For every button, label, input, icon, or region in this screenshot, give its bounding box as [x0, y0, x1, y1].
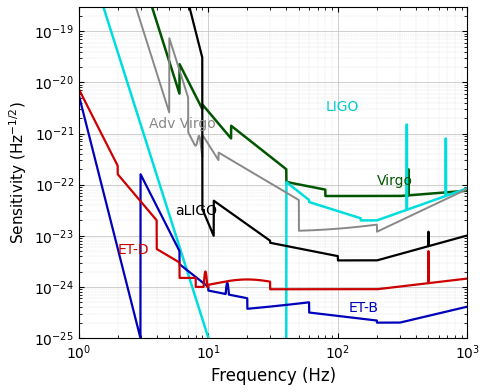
Text: Adv Virgo: Adv Virgo: [149, 117, 216, 131]
Text: LIGO: LIGO: [325, 100, 359, 114]
X-axis label: Frequency (Hz): Frequency (Hz): [210, 367, 336, 385]
Text: aLIGO: aLIGO: [175, 205, 217, 218]
Y-axis label: Sensitivity (Hz$^{-1/2}$): Sensitivity (Hz$^{-1/2}$): [7, 101, 29, 244]
Text: ET-D: ET-D: [118, 243, 150, 256]
Text: Virgo: Virgo: [377, 174, 413, 188]
Text: ET-B: ET-B: [348, 301, 378, 315]
